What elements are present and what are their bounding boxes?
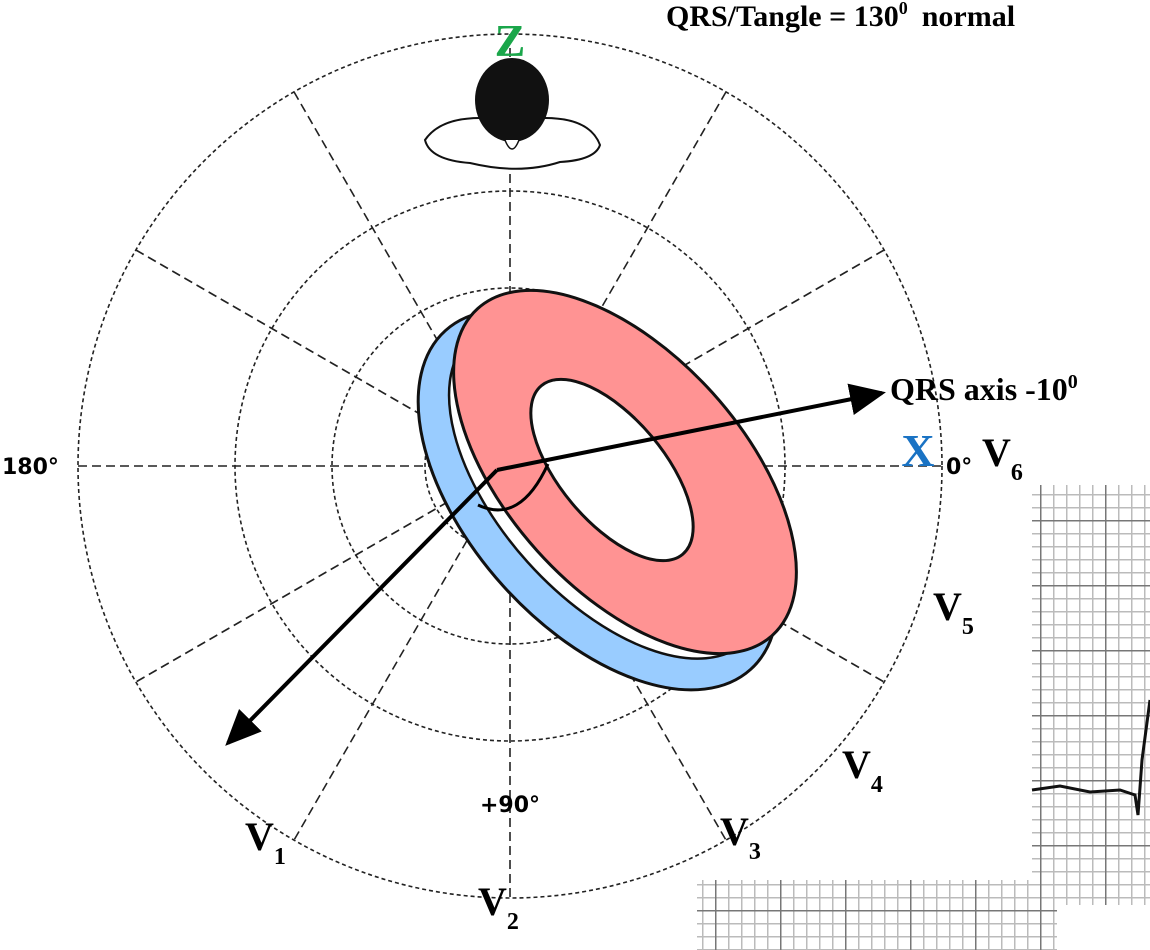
lead-label: V2 — [478, 879, 519, 935]
lead-sub: 1 — [274, 844, 286, 870]
lead-sub: 6 — [1011, 460, 1023, 486]
ecg-strip — [697, 880, 1057, 950]
lead-label: V6 — [982, 430, 1023, 486]
diagram: QRS/Tangle = 1300normal Z X 180° 0° +90°… — [0, 0, 1150, 950]
lead-base: V — [982, 430, 1011, 475]
title-sup: 0 — [899, 0, 908, 18]
title-text: QRS/Tangle = 130 — [666, 0, 899, 33]
lead-sub: 3 — [749, 839, 761, 865]
ecg-strip — [1032, 485, 1150, 905]
lead-base: V — [720, 809, 749, 854]
angle-label: 0° — [946, 455, 972, 480]
qrs-axis-text: QRS axis -10 — [890, 371, 1068, 407]
lead-label: V5 — [933, 584, 974, 640]
page: {"title": {"text": "QRS/Tangle = 130", "… — [0, 0, 1150, 950]
angle-label: 180° — [2, 455, 59, 480]
lead-base: V — [933, 584, 962, 629]
qrs-axis-sup: 0 — [1068, 371, 1078, 393]
lead-label: V4 — [842, 742, 883, 798]
lead-base: V — [478, 879, 507, 924]
title-rest: normal — [922, 0, 1015, 33]
lead-base: V — [842, 742, 871, 787]
qrs-axis-label: QRS axis -100 — [890, 371, 1078, 407]
lead-label: V3 — [720, 809, 761, 865]
z-axis-label: Z — [495, 15, 526, 66]
x-axis-label: X — [901, 425, 934, 476]
lead-base: V — [245, 814, 274, 859]
head-icon — [425, 58, 600, 169]
lead-sub: 5 — [962, 614, 974, 640]
angle-label: +90° — [480, 793, 540, 818]
title: QRS/Tangle = 1300 normal — [666, 0, 1015, 33]
lead-sub: 4 — [871, 772, 883, 798]
lead-label: V1 — [245, 814, 286, 870]
lead-sub: 2 — [507, 909, 519, 935]
